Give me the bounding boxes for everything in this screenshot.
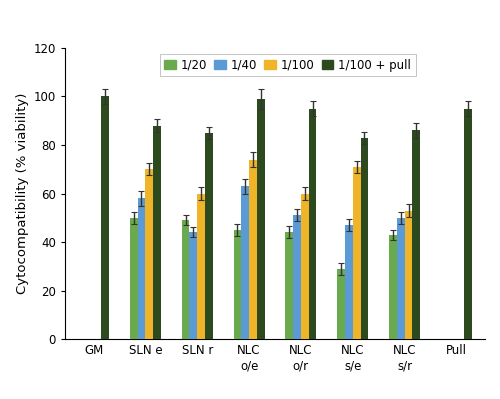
Bar [464, 109, 472, 339]
Bar [404, 211, 412, 339]
Bar [345, 225, 353, 339]
Bar [360, 138, 368, 339]
Bar [190, 232, 197, 339]
Bar [286, 232, 293, 339]
Bar [412, 130, 420, 339]
Bar [130, 218, 138, 339]
Bar [153, 126, 161, 339]
Bar [138, 198, 145, 339]
Bar [257, 99, 264, 339]
Bar [249, 160, 257, 339]
Legend: 1/20, 1/40, 1/100, 1/100 + pull: 1/20, 1/40, 1/100, 1/100 + pull [160, 54, 416, 76]
Bar [337, 269, 345, 339]
Y-axis label: Cytocompatibility (% viability): Cytocompatibility (% viability) [16, 93, 30, 294]
Bar [308, 109, 316, 339]
Bar [397, 218, 404, 339]
Bar [242, 186, 249, 339]
Bar [301, 194, 308, 339]
Bar [205, 133, 213, 339]
Bar [182, 220, 190, 339]
Bar [102, 97, 109, 339]
Bar [197, 194, 205, 339]
Bar [353, 167, 360, 339]
Bar [146, 169, 153, 339]
Bar [234, 230, 241, 339]
Bar [389, 235, 397, 339]
Bar [293, 215, 301, 339]
